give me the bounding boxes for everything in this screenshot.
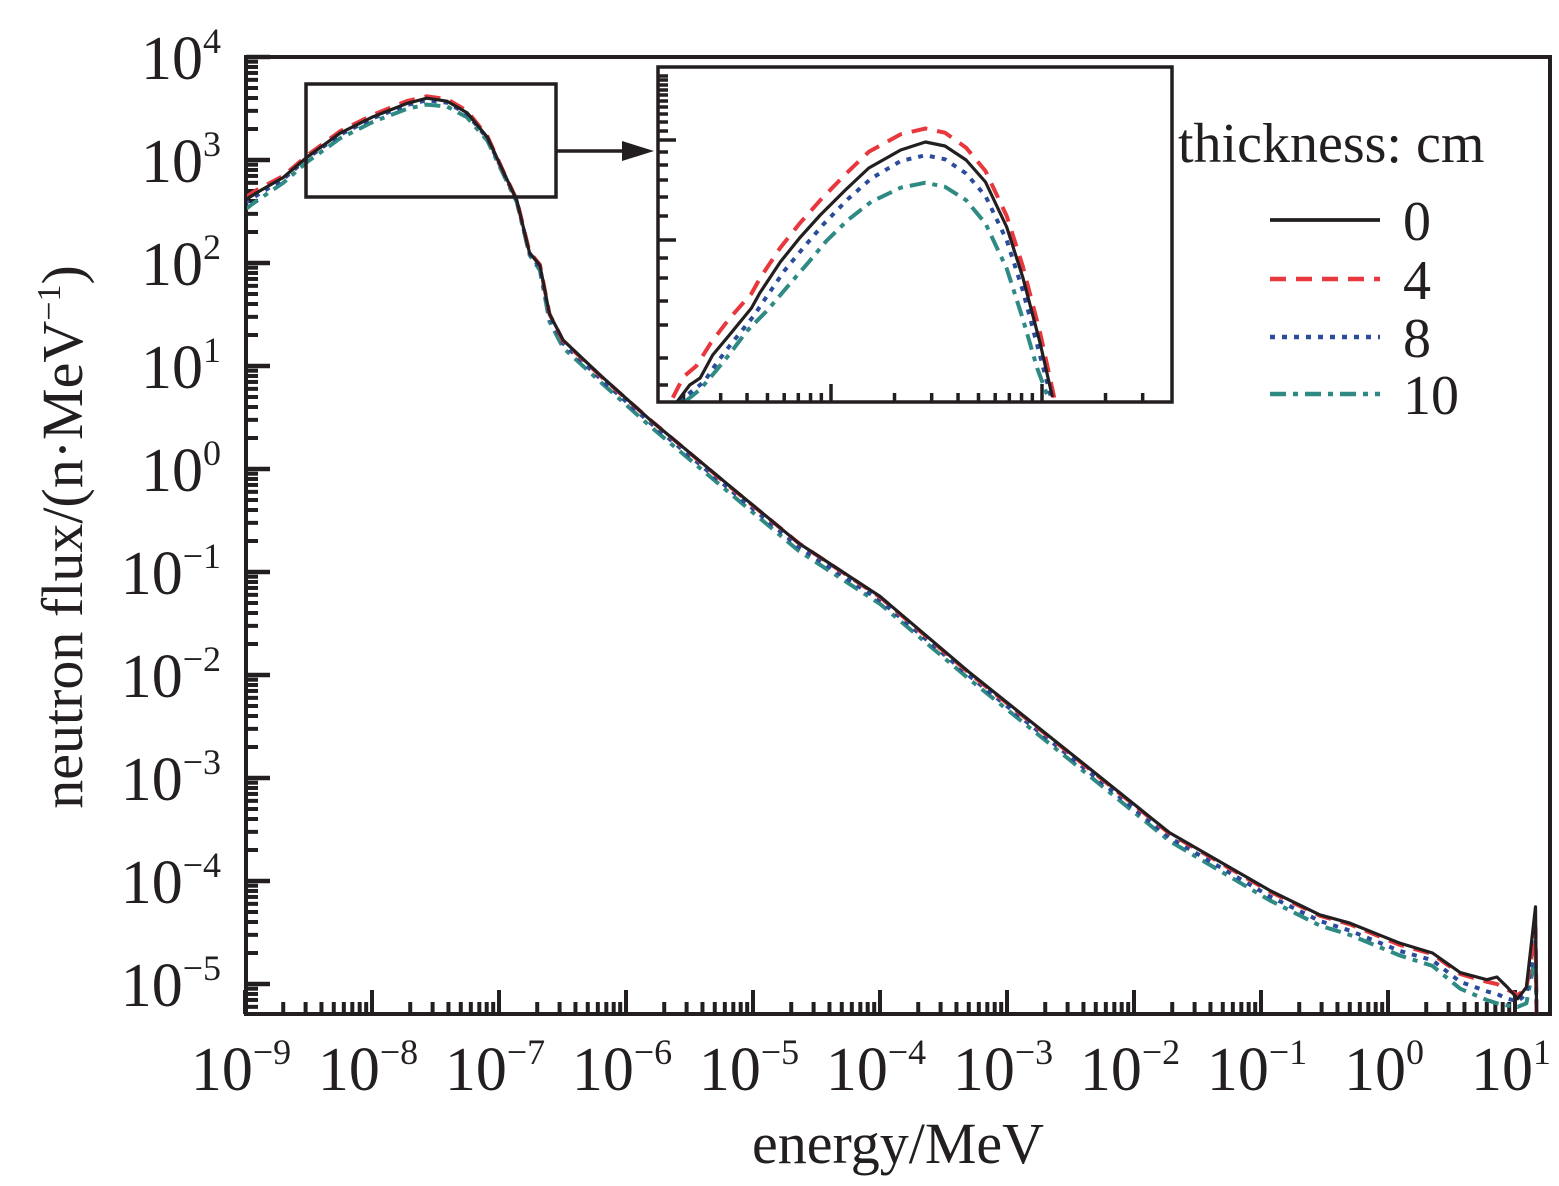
y-tick-label-base: 10 [141,25,203,93]
inset-series-group [671,126,1057,401]
x-tick-label-base: 10 [445,1036,507,1104]
x-tick-label-exp: −2 [1142,1032,1180,1072]
legend-title: thickness: cm [1178,113,1484,175]
x-tick-label: 10−6 [572,1032,672,1104]
x-tick-label-exp: −4 [888,1032,926,1072]
x-tick-label-base: 10 [1344,1036,1406,1104]
zoom-arrow-head [622,141,654,161]
legend-item-8: 8 [1270,308,1431,370]
y-tick-label: 102 [141,227,221,299]
x-tick-label: 10−5 [699,1032,799,1104]
y-tick-label-exp: −3 [183,742,221,782]
y-tick-label-base: 10 [141,334,203,402]
x-tick-label-base: 10 [699,1036,761,1104]
y-tick-label-base: 10 [121,540,183,608]
legend-label: 8 [1403,308,1431,370]
x-tick-label-base: 10 [953,1036,1015,1104]
y-tick-label: 101 [141,330,221,402]
legend-label: 10 [1403,365,1459,427]
main-series-group [247,94,1539,1013]
y-axis-title-sup: −1 [31,285,68,321]
y-tick-label-exp: −4 [183,845,221,885]
x-tick-label: 10−1 [1207,1032,1307,1104]
y-tick-label-base: 10 [121,643,183,711]
zoom-selection-box [304,82,558,199]
x-tick-label-exp: 0 [1406,1032,1424,1072]
x-tick-label-exp: −8 [380,1032,418,1072]
x-tick-label-base: 10 [572,1036,634,1104]
series-line-8 [247,98,1539,1013]
y-tick-label: 10−5 [121,948,221,1020]
y-tick-label-exp: 4 [203,21,221,61]
legend-label: 0 [1403,191,1431,253]
y-tick-label-base: 10 [141,437,203,505]
y-tick-label-exp: 1 [203,330,221,370]
plot-frame [244,55,1552,1016]
y-tick-label: 10−1 [121,536,221,608]
y-tick-label: 100 [141,433,221,505]
y-tick-label: 10−3 [121,742,221,814]
x-tick-label-exp: −7 [507,1032,545,1072]
x-tick-label: 100 [1344,1032,1424,1104]
inset-background [658,67,1172,402]
y-tick-label: 10−4 [121,845,221,917]
x-tick-label: 10−2 [1080,1032,1180,1104]
y-tick-label: 104 [141,21,221,93]
inset-series-line-10 [684,180,1051,401]
legend-label: 4 [1403,250,1431,312]
inset-series-line-0 [675,140,1054,401]
legend-item-0: 0 [1270,191,1431,253]
x-tick-label-exp: 1 [1533,1032,1551,1072]
x-tick-label-base: 10 [826,1036,888,1104]
y-tick-label-base: 10 [121,746,183,814]
inset-frame [656,65,1174,404]
y-tick-label: 10−2 [121,639,221,711]
x-tick-label-base: 10 [318,1036,380,1104]
series-line-0 [247,96,1539,1013]
y-axis-ticks [246,54,270,1009]
x-tick-label: 10−8 [318,1032,418,1104]
x-tick-label-exp: −1 [1269,1032,1307,1072]
y-tick-label-exp: −1 [183,536,221,576]
x-tick-label-base: 10 [1080,1036,1142,1104]
y-tick-label-exp: −5 [183,948,221,988]
x-axis-title: energy/MeV [752,1111,1044,1176]
series-line-10 [247,102,1539,1013]
y-tick-label-exp: −2 [183,639,221,679]
x-tick-label: 10−9 [191,1032,291,1104]
x-tick-label-base: 10 [1471,1036,1533,1104]
x-axis-ticks [243,990,1517,1014]
legend-item-4: 4 [1270,250,1431,312]
y-tick-label-base: 10 [141,128,203,196]
y-tick-label-exp: 0 [203,433,221,473]
x-tick-label-base: 10 [1207,1036,1269,1104]
x-tick-label: 101 [1471,1032,1551,1104]
y-tick-label: 103 [141,124,221,196]
x-tick-label-exp: −5 [761,1032,799,1072]
legend-item-10: 10 [1270,365,1459,427]
y-tick-label-base: 10 [121,952,183,1020]
x-tick-label-exp: −9 [253,1032,291,1072]
y-axis-title-main: neutron flux/(n·MeV [30,321,95,809]
x-tick-labels: 10−9 10−8 10−7 10−6 10−5 10−4 10−3 10−2 10−1 100 1… [191,1032,1551,1104]
y-axis-title: neutron flux/(n·MeV−1) [30,265,95,809]
inset-series-line-8 [677,153,1054,401]
x-tick-label-exp: −3 [1015,1032,1053,1072]
y-tick-label-base: 10 [141,231,203,299]
x-tick-label-exp: −6 [634,1032,672,1072]
x-tick-label: 10−7 [445,1032,545,1104]
y-tick-label-exp: 3 [203,124,221,164]
x-tick-label: 10−4 [826,1032,926,1104]
y-tick-label-base: 10 [121,849,183,917]
y-tick-label-exp: 2 [203,227,221,267]
x-tick-label: 10−3 [953,1032,1053,1104]
y-axis-title-close: ) [30,265,95,284]
x-tick-label-base: 10 [191,1036,253,1104]
